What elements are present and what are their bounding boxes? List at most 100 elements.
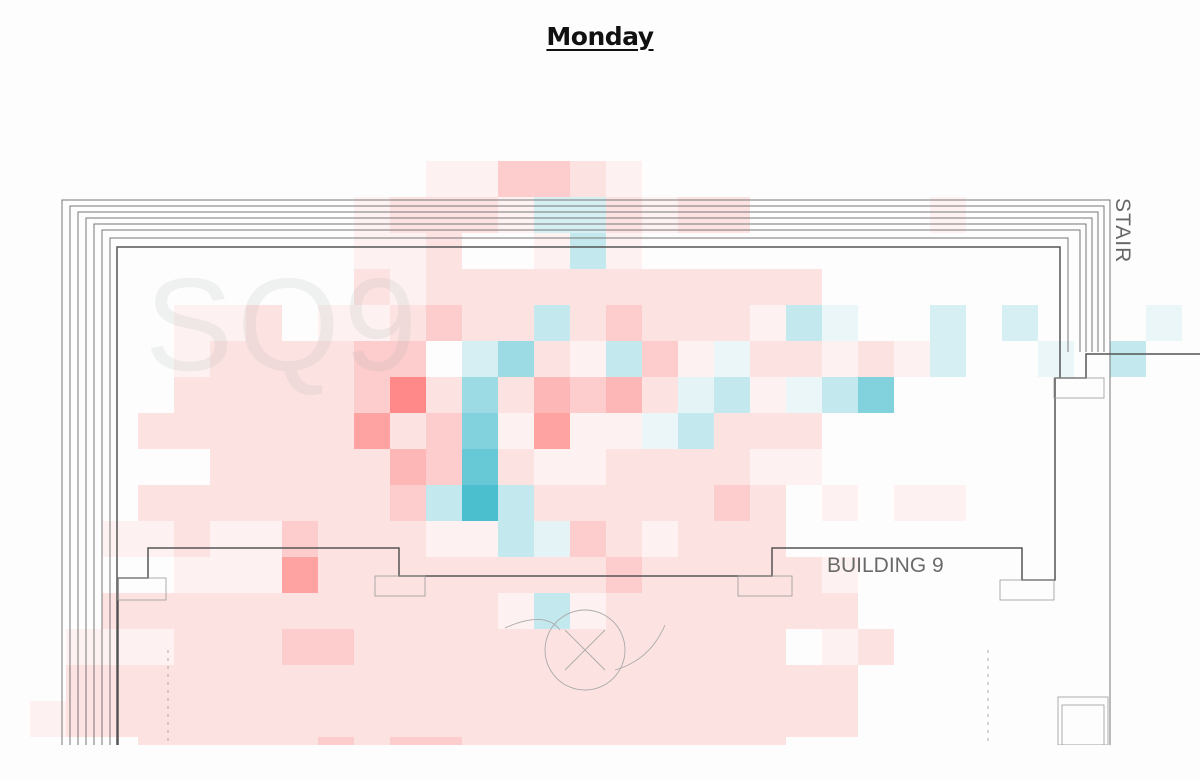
heatmap-cell — [354, 413, 390, 449]
elevator-symbol — [504, 609, 666, 691]
heatmap-cell — [210, 485, 246, 521]
heatmap-cell — [354, 629, 390, 665]
heatmap-cell — [1146, 305, 1182, 341]
heatmap-cell — [462, 305, 498, 341]
heatmap-cell — [426, 593, 462, 629]
heatmap-cell — [426, 269, 462, 305]
page-title[interactable]: Monday — [546, 22, 654, 51]
heatmap-cell — [750, 665, 786, 701]
heatmap-cell — [426, 305, 462, 341]
heatmap-cell — [282, 485, 318, 521]
heatmap-cell — [318, 305, 354, 341]
heatmap-cell — [750, 557, 786, 593]
heatmap-cell — [426, 377, 462, 413]
heatmap-cell — [534, 629, 570, 665]
heatmap-cell — [390, 449, 426, 485]
heatmap-cell — [678, 485, 714, 521]
heatmap-cell — [318, 413, 354, 449]
heatmap-cell — [642, 521, 678, 557]
heatmap-cell — [786, 449, 822, 485]
heatmap-cell — [282, 557, 318, 593]
heatmap-cell — [462, 413, 498, 449]
heatmap-cell — [822, 629, 858, 665]
heatmap-cell — [390, 413, 426, 449]
heatmap-cell — [354, 521, 390, 557]
heatmap-cell — [750, 701, 786, 737]
heatmap-cell — [750, 521, 786, 557]
heatmap-cell — [894, 341, 930, 377]
heatmap-cell — [786, 557, 822, 593]
heatmap-cell — [102, 665, 138, 701]
heatmap-cell — [462, 341, 498, 377]
heatmap-cell — [570, 665, 606, 701]
heatmap-cell — [210, 449, 246, 485]
heatmap-cell — [174, 665, 210, 701]
heatmap-cell — [498, 413, 534, 449]
building-outline — [61, 199, 1111, 745]
heatmap-cell — [642, 341, 678, 377]
heatmap-cell — [534, 413, 570, 449]
heatmap-cell — [390, 521, 426, 557]
heatmap-cell — [786, 701, 822, 737]
heatmap-cell — [138, 593, 174, 629]
heatmap-cell — [642, 701, 678, 737]
heatmap-cell — [678, 197, 714, 233]
heatmap-cell — [606, 161, 642, 197]
heatmap-cell — [570, 305, 606, 341]
bottom-edge — [0, 745, 1200, 781]
heatmap-cell — [606, 269, 642, 305]
heatmap-cell — [174, 485, 210, 521]
heatmap-cell — [606, 485, 642, 521]
heatmap-cell — [462, 521, 498, 557]
heatmap-cell — [570, 557, 606, 593]
heatmap-cell — [318, 593, 354, 629]
heatmap-cell — [282, 665, 318, 701]
heatmap-cell — [786, 593, 822, 629]
heatmap-cell — [318, 665, 354, 701]
heatmap-cell — [570, 269, 606, 305]
heatmap-cell — [642, 413, 678, 449]
heatmap-cell — [390, 629, 426, 665]
heatmap-cell — [426, 629, 462, 665]
heatmap-cell — [246, 449, 282, 485]
heatmap-cell — [462, 701, 498, 737]
heatmap-cell — [678, 557, 714, 593]
heatmap-cell — [174, 413, 210, 449]
heatmap-cell — [390, 233, 426, 269]
heatmap-cell — [246, 665, 282, 701]
heatmap-cell — [210, 629, 246, 665]
heatmap-cell — [678, 593, 714, 629]
heatmap-cell — [858, 629, 894, 665]
heatmap-cell — [642, 449, 678, 485]
heatmap-cell — [390, 701, 426, 737]
heatmap-cell — [354, 233, 390, 269]
heatmap-cell — [462, 197, 498, 233]
heatmap-cell — [498, 485, 534, 521]
heatmap-cell — [174, 629, 210, 665]
heatmap-cell — [138, 665, 174, 701]
heatmap-cell — [246, 629, 282, 665]
heatmap-cell — [606, 341, 642, 377]
heatmap-cell — [498, 449, 534, 485]
heatmap-cell — [210, 557, 246, 593]
heatmap-cell — [606, 593, 642, 629]
heatmap-cell — [174, 521, 210, 557]
heatmap-cell — [822, 701, 858, 737]
heatmap-cell — [858, 341, 894, 377]
heatmap-cell — [606, 521, 642, 557]
heatmap-cell — [678, 665, 714, 701]
heatmap-cell — [1002, 305, 1038, 341]
heatmap-cell — [642, 485, 678, 521]
heatmap-cell — [498, 269, 534, 305]
heatmap-cell — [534, 377, 570, 413]
heatmap-cell — [1038, 341, 1074, 377]
heatmap-cell — [318, 377, 354, 413]
heatmap-cell — [66, 665, 102, 701]
heatmap-cell — [750, 593, 786, 629]
heatmap-cell — [642, 377, 678, 413]
heatmap-cell — [534, 269, 570, 305]
heatmap-cell — [714, 305, 750, 341]
heatmap-cell — [570, 233, 606, 269]
heatmap-cell — [714, 341, 750, 377]
heatmap-cell — [390, 665, 426, 701]
